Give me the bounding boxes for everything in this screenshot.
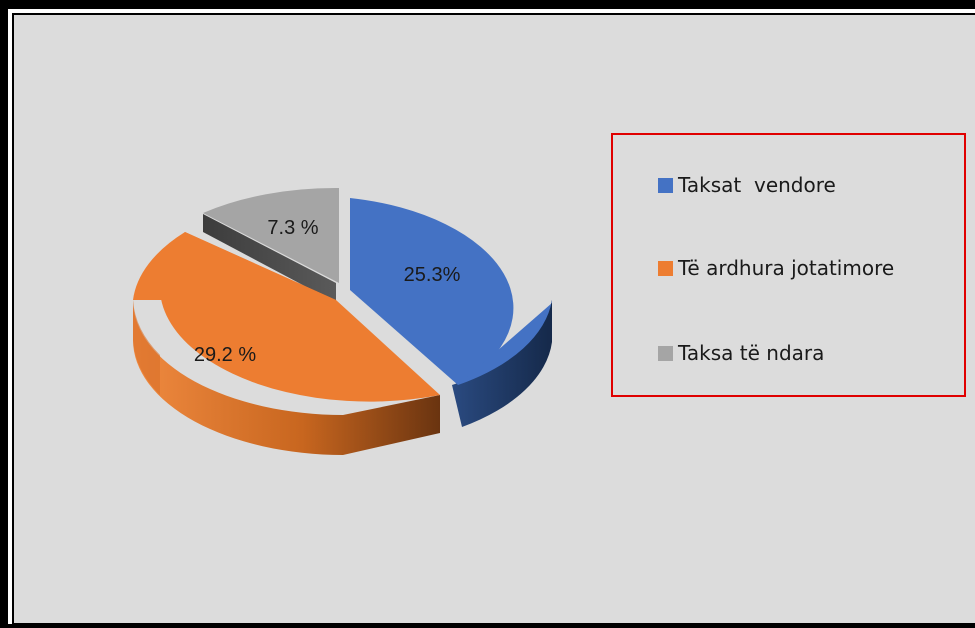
slice-side-orange-top-edge (133, 300, 160, 395)
legend-swatch-blue (658, 177, 673, 193)
legend-label: Të ardhura jotatimore (678, 256, 895, 280)
legend-item-te-ardhura-jotatimore: Të ardhura jotatimore (658, 253, 894, 283)
legend-swatch-gray (658, 345, 673, 361)
legend-label: Taksat vendore (678, 173, 836, 197)
data-label-blue: 25.3% (404, 264, 461, 286)
legend-swatch-orange (658, 260, 673, 276)
data-label-orange: 29.2 % (194, 344, 256, 366)
legend: Taksat vendore Të ardhura jotatimore Tak… (611, 133, 966, 397)
slice-wall-gray (203, 214, 336, 300)
slice-side-orange (133, 300, 440, 455)
legend-item-taksat-vendore: Taksat vendore (658, 170, 836, 200)
data-label-gray: 7.3 % (267, 217, 318, 239)
legend-label: Taksa të ndara (678, 341, 825, 365)
slice-top-blue (350, 198, 514, 385)
slice-top-gray (203, 187, 339, 283)
legend-item-taksa-te-ndara: Taksa të ndara (658, 338, 824, 368)
